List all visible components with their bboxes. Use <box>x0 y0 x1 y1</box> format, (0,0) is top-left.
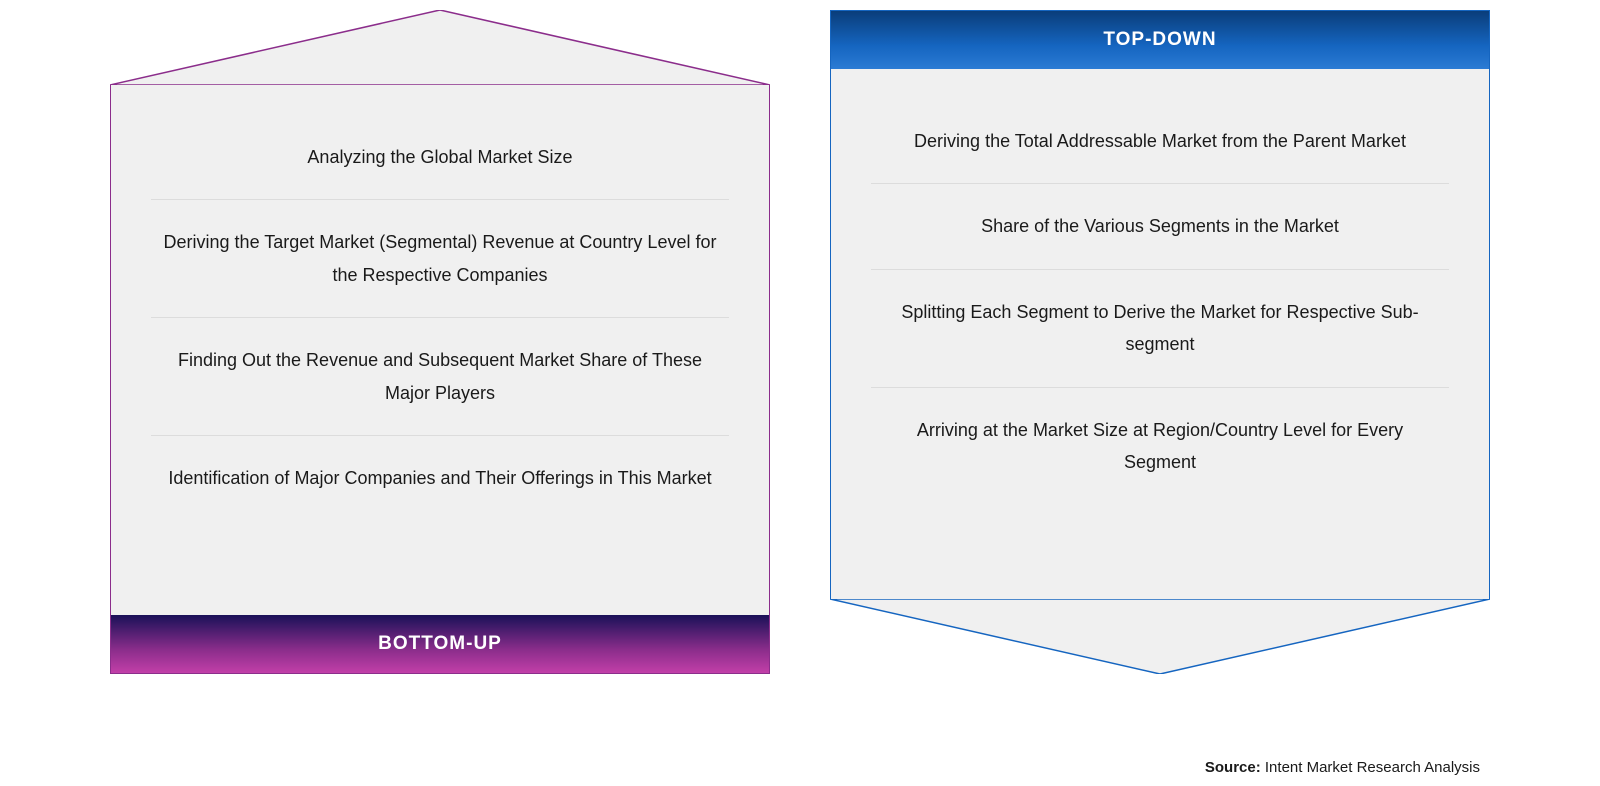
bottom-up-body: Analyzing the Global Market Size Derivin… <box>110 85 770 615</box>
bottom-up-peak <box>110 10 770 85</box>
top-down-step-4: Arriving at the Market Size at Region/Co… <box>871 388 1449 505</box>
top-down-peak <box>830 599 1490 674</box>
bottom-up-step-3: Finding Out the Revenue and Subsequent M… <box>151 318 729 436</box>
top-down-step-2: Share of the Various Segments in the Mar… <box>871 184 1449 269</box>
source-attribution: Source: Intent Market Research Analysis <box>1205 759 1480 776</box>
top-down-shield: TOP-DOWN Deriving the Total Addressable … <box>830 10 1490 674</box>
bottom-up-step-4: Identification of Major Companies and Th… <box>151 436 729 520</box>
source-label: Source: <box>1205 759 1261 776</box>
top-down-title: TOP-DOWN <box>830 10 1490 69</box>
bottom-up-shield: Analyzing the Global Market Size Derivin… <box>110 10 770 674</box>
bottom-up-step-1: Analyzing the Global Market Size <box>151 115 729 200</box>
top-down-step-3: Splitting Each Segment to Derive the Mar… <box>871 270 1449 388</box>
top-down-step-1: Deriving the Total Addressable Market fr… <box>871 99 1449 184</box>
diagram-container: Analyzing the Global Market Size Derivin… <box>60 10 1540 730</box>
bottom-up-step-2: Deriving the Target Market (Segmental) R… <box>151 200 729 318</box>
source-text: Intent Market Research Analysis <box>1265 759 1480 776</box>
bottom-up-title: BOTTOM-UP <box>110 615 770 674</box>
top-down-body: Deriving the Total Addressable Market fr… <box>830 69 1490 599</box>
